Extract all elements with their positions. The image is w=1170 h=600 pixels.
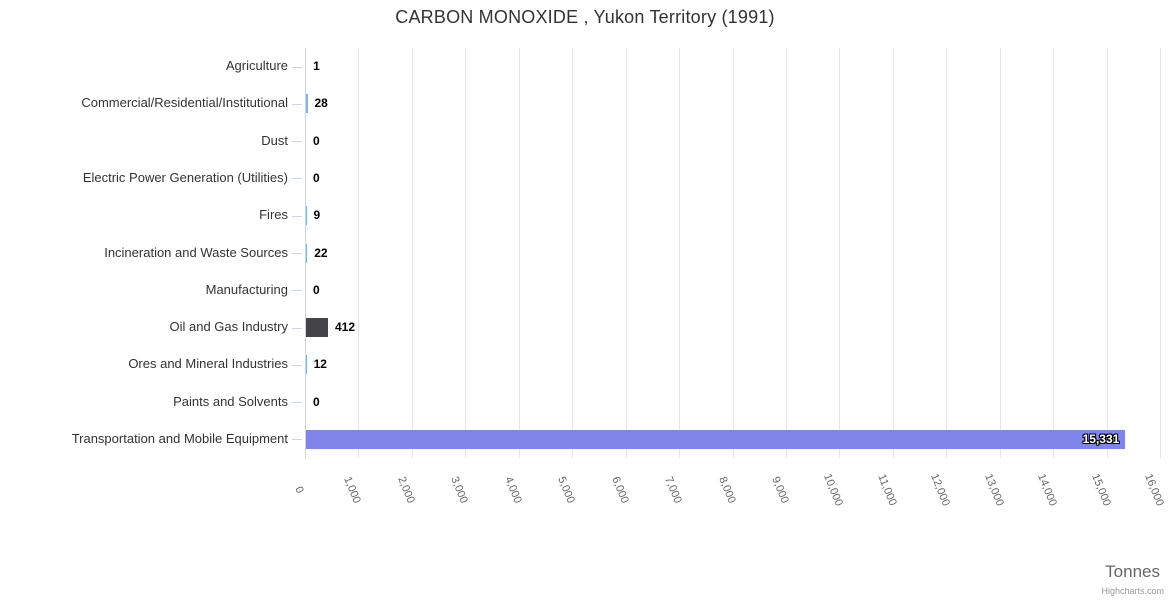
x-tick-label: 3,000 <box>448 474 471 506</box>
gridline <box>1160 48 1161 458</box>
gridline <box>946 48 948 458</box>
category-label: Agriculture <box>225 58 288 74</box>
value-label: 412 <box>335 320 356 334</box>
value-label: 0 <box>313 394 320 409</box>
gridline <box>892 48 894 458</box>
x-tick-label: 9,000 <box>769 474 791 506</box>
x-tick-label: 16,000 <box>1142 472 1166 508</box>
gridline <box>679 48 681 458</box>
value-label: 0 <box>313 133 320 148</box>
gridline <box>1053 48 1055 458</box>
chart-title: CARBON MONOXIDE , Yukon Territory (1991) <box>395 7 775 27</box>
x-tick-label: 6,000 <box>608 474 631 506</box>
x-tick-label: 15,000 <box>1088 472 1113 508</box>
x-tick-label: 10,000 <box>821 472 846 508</box>
bar[interactable] <box>306 429 1126 449</box>
x-tick-label: 8,000 <box>715 474 738 506</box>
x-tick-label: 12,000 <box>928 472 953 508</box>
bar[interactable] <box>306 94 308 114</box>
gridline <box>572 48 574 458</box>
category-axis-tick <box>292 178 302 179</box>
x-tick-label: 13,000 <box>981 472 1006 508</box>
x-tick-label: 0 <box>292 484 306 496</box>
x-tick-label: 7,000 <box>662 474 684 506</box>
category-axis-tick <box>292 402 302 403</box>
bar[interactable] <box>306 318 329 337</box>
value-label: 1 <box>313 59 320 74</box>
category-axis-line <box>305 48 306 458</box>
gridline <box>465 48 467 458</box>
category-label: Transportation and Mobile Equipment <box>71 430 288 446</box>
x-tick-label: 4,000 <box>502 474 524 506</box>
category-axis-tick <box>292 67 302 68</box>
gridline <box>1106 48 1108 458</box>
category-axis-tick <box>292 439 302 440</box>
highcharts-credits-link[interactable]: Highcharts.com <box>1101 586 1164 596</box>
value-label: 0 <box>313 282 320 297</box>
category-label: Ores and Mineral Industries <box>128 356 288 372</box>
gridline <box>785 48 787 458</box>
category-label: Commercial/Residential/Institutional <box>81 95 288 111</box>
category-axis-tick <box>292 253 302 254</box>
gridline <box>518 48 520 458</box>
gridline <box>839 48 841 458</box>
gridline <box>625 48 627 458</box>
category-label: Electric Power Generation (Utilities) <box>82 170 288 185</box>
x-tick-label: 14,000 <box>1035 472 1059 508</box>
category-label: Incineration and Waste Sources <box>104 244 288 260</box>
value-label: 12 <box>313 357 327 372</box>
value-label: 28 <box>314 96 328 111</box>
x-tick-label: 11,000 <box>875 472 899 508</box>
gridline <box>411 48 413 458</box>
category-axis-tick <box>292 290 302 291</box>
category-label: Fires <box>259 207 288 223</box>
category-label: Dust <box>261 132 288 148</box>
gridline <box>999 48 1001 458</box>
category-axis-tick <box>292 104 302 105</box>
value-label: 9 <box>313 208 321 223</box>
category-axis-tick <box>292 328 302 329</box>
value-label: 15,331 <box>1082 431 1120 446</box>
x-tick-label: 1,000 <box>341 474 364 506</box>
category-label: Oil and Gas Industry <box>169 319 289 334</box>
category-axis-tick <box>292 365 302 366</box>
bar[interactable] <box>306 243 308 263</box>
value-label: 0 <box>313 171 320 185</box>
x-tick-label: 2,000 <box>395 474 417 506</box>
gridline <box>358 48 360 458</box>
category-axis-tick <box>292 216 302 217</box>
bar[interactable] <box>306 355 307 375</box>
category-label: Paints and Solvents <box>173 393 288 409</box>
category-axis-tick <box>292 141 302 142</box>
value-label: 22 <box>314 245 328 260</box>
category-label: Manufacturing <box>205 281 288 297</box>
x-axis-title: Tonnes <box>1105 562 1160 581</box>
gridline <box>732 48 734 458</box>
x-tick-label: 5,000 <box>555 474 577 506</box>
